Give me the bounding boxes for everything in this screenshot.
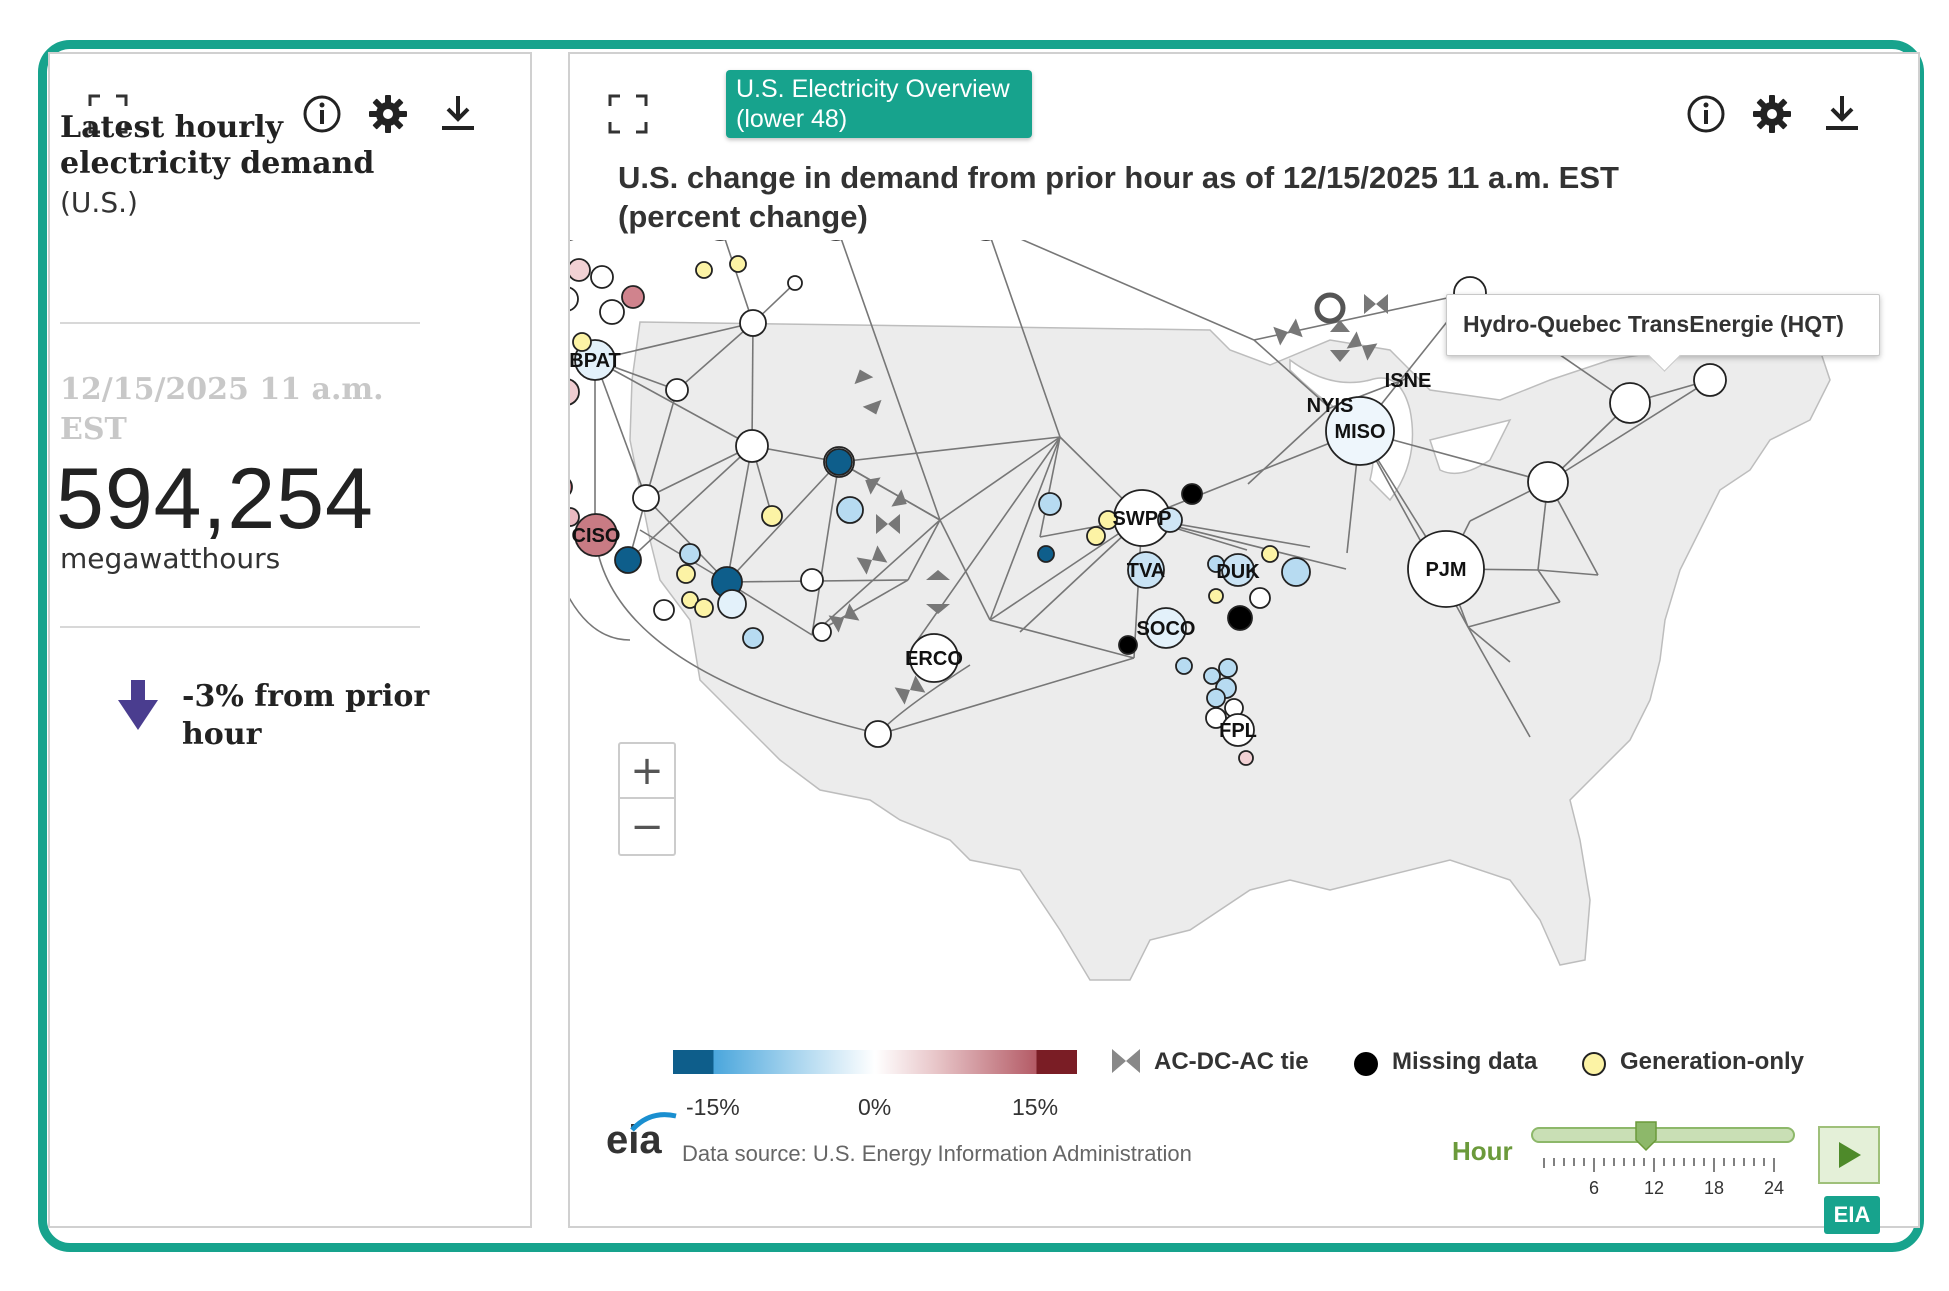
hour-label: Hour xyxy=(1452,1136,1513,1166)
color-scale xyxy=(673,1050,1077,1074)
hour-tick-label: 24 xyxy=(1764,1178,1784,1198)
expand-icon[interactable] xyxy=(604,90,652,138)
ac-dc-tie-icon xyxy=(1112,1049,1140,1073)
divider xyxy=(60,626,420,628)
kpi-value: 594,254 xyxy=(56,451,374,547)
ba-nodes xyxy=(570,240,1727,766)
hour-slider[interactable]: 6 12 18 24 xyxy=(1528,1120,1808,1200)
us-land xyxy=(629,321,1831,981)
label-pjm: PJM xyxy=(1425,559,1466,581)
us-map[interactable]: BPAT CISO SWPP MISO PJM NYIS ISNE TVA DU… xyxy=(570,240,1918,1000)
legend-missing: Missing data xyxy=(1392,1048,1538,1075)
download-icon[interactable] xyxy=(434,90,482,138)
kpi-title: Latest hourly electricity demand xyxy=(60,110,375,181)
demand-panel xyxy=(48,52,532,1228)
hour-tick-label: 18 xyxy=(1704,1178,1724,1198)
legend-ac-dc: AC-DC-AC tie xyxy=(1154,1048,1309,1075)
legend-generation-only: Generation-only xyxy=(1620,1048,1805,1075)
divider xyxy=(60,322,420,324)
zoom-in-button[interactable]: + xyxy=(620,744,674,799)
gear-icon[interactable] xyxy=(1748,90,1796,138)
download-icon[interactable] xyxy=(1818,90,1866,138)
gear-icon[interactable] xyxy=(364,90,412,138)
info-icon[interactable] xyxy=(1682,90,1730,138)
ba-tooltip: Hydro-Quebec TransEnergie (HQT) xyxy=(1446,294,1880,356)
kpi-date: 12/15/2025 11 a.m. EST xyxy=(60,372,384,447)
hour-slider-handle xyxy=(1635,1121,1657,1152)
hour-tick-label: 12 xyxy=(1644,1178,1664,1198)
arrow-down-icon xyxy=(116,680,160,732)
hqt-node[interactable] xyxy=(1314,292,1346,324)
kpi-unit: megawatthours xyxy=(60,542,281,575)
label-nyis: NYIS xyxy=(1307,395,1354,417)
play-button[interactable] xyxy=(1818,1126,1880,1184)
legend-tick-min: -15% xyxy=(686,1094,740,1120)
label-bpat: BPAT xyxy=(570,350,621,372)
missing-data-icon xyxy=(1354,1052,1378,1076)
ac-dc-ac-ties xyxy=(828,294,1388,705)
label-miso: MISO xyxy=(1334,421,1385,443)
hour-tick-label: 6 xyxy=(1589,1178,1599,1198)
generation-only-icon xyxy=(1582,1052,1606,1076)
label-tva: TVA xyxy=(1127,560,1166,582)
legend-tick-mid: 0% xyxy=(858,1094,892,1120)
chart-title: U.S. change in demand from prior hour as… xyxy=(618,160,1619,234)
info-icon[interactable] xyxy=(298,90,346,138)
expand-icon[interactable] xyxy=(84,90,132,138)
label-soco: SOCO xyxy=(1137,618,1196,640)
label-fpl: FPL xyxy=(1219,720,1257,742)
label-erco: ERCO xyxy=(905,648,963,670)
data-source: Data source: U.S. Energy Information Adm… xyxy=(682,1141,1192,1166)
label-duk: DUK xyxy=(1216,561,1260,583)
eia-swoosh-icon xyxy=(630,1112,677,1132)
hour-ticks xyxy=(1543,1158,1775,1172)
label-ciso: CISO xyxy=(572,525,621,547)
zoom-control: + − xyxy=(618,742,676,856)
label-isne: ISNE xyxy=(1385,370,1432,392)
label-swpp: SWPP xyxy=(1113,508,1172,530)
play-icon xyxy=(1839,1142,1861,1168)
eia-badge: EIA xyxy=(1824,1196,1880,1234)
kpi-subtitle: (U.S.) xyxy=(60,186,138,219)
overview-tab[interactable]: U.S. Electricity Overview (lower 48) xyxy=(726,70,1032,138)
legend-tick-max: 15% xyxy=(1012,1094,1059,1120)
zoom-out-button[interactable]: − xyxy=(630,803,664,850)
kpi-change: -3% from prior hour xyxy=(182,679,430,752)
